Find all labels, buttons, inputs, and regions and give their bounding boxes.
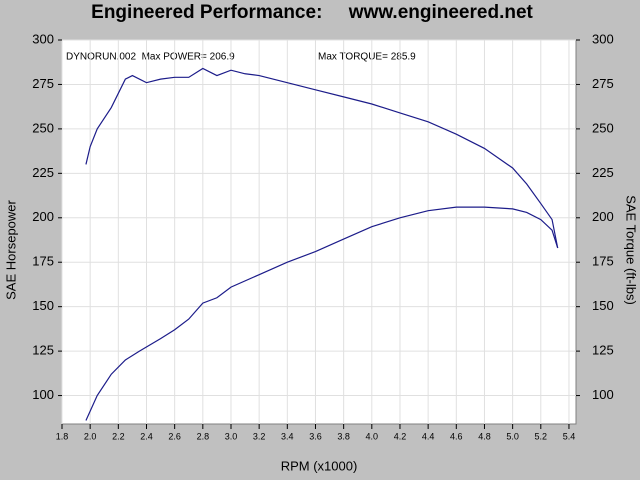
y2-tick-label: 175 xyxy=(592,254,614,269)
chart-title: Engineered Performance: www.engineered.n… xyxy=(91,2,533,23)
y-tick-label: 175 xyxy=(32,254,54,269)
x-tick-label: 4.4 xyxy=(422,431,435,441)
y-tick-label: 275 xyxy=(32,76,54,91)
x-tick-label: 5.2 xyxy=(535,431,548,441)
x-tick-label: 3.6 xyxy=(309,431,322,441)
y-tick-label: 300 xyxy=(32,31,54,46)
y-tick-label: 125 xyxy=(32,343,54,358)
x-tick-label: 3.8 xyxy=(337,431,350,441)
x-tick-label: 2.2 xyxy=(112,431,125,441)
x-axis-label: RPM (x1000) xyxy=(281,458,358,473)
x-tick-label: 2.8 xyxy=(197,431,210,441)
series-line xyxy=(85,67,559,249)
y2-tick-label: 200 xyxy=(592,209,614,224)
y2-tick-label: 300 xyxy=(592,31,614,46)
y2-tick-label: 250 xyxy=(592,120,614,135)
x-tick-label: 3.4 xyxy=(281,431,294,441)
x-tick-label: 5.0 xyxy=(506,431,519,441)
x-tick-label: 4.0 xyxy=(366,431,379,441)
y-tick-label: 100 xyxy=(32,387,54,402)
y2-axis-label: SAE Torque (ft-lbs) xyxy=(624,195,639,305)
x-tick-label: 3.2 xyxy=(253,431,266,441)
y2-tick-label: 150 xyxy=(592,298,614,313)
y-tick-label: 200 xyxy=(32,209,54,224)
y2-tick-label: 100 xyxy=(592,387,614,402)
x-tick-label: 2.0 xyxy=(84,431,97,441)
x-tick-label: 2.4 xyxy=(140,431,153,441)
y-tick-label: 250 xyxy=(32,120,54,135)
x-tick-label: 2.6 xyxy=(168,431,181,441)
x-tick-label: 4.6 xyxy=(450,431,463,441)
y-tick-label: 150 xyxy=(32,298,54,313)
plot-area xyxy=(61,39,577,425)
series-line xyxy=(85,206,559,421)
x-tick-label: 5.4 xyxy=(563,431,576,441)
y2-tick-label: 225 xyxy=(592,165,614,180)
x-tick-label: 1.8 xyxy=(56,431,69,441)
y2-tick-label: 125 xyxy=(592,343,614,358)
x-tick-label: 3.0 xyxy=(225,431,238,441)
annotation: DYNORUN.002 Max POWER= 206.9 xyxy=(66,52,235,63)
x-tick-label: 4.8 xyxy=(478,431,491,441)
annotation: Max TORQUE= 285.9 xyxy=(318,52,416,63)
y2-tick-label: 275 xyxy=(592,76,614,91)
y-tick-label: 225 xyxy=(32,165,54,180)
x-tick-label: 4.2 xyxy=(394,431,407,441)
y-axis-label: SAE Horsepower xyxy=(3,199,18,299)
